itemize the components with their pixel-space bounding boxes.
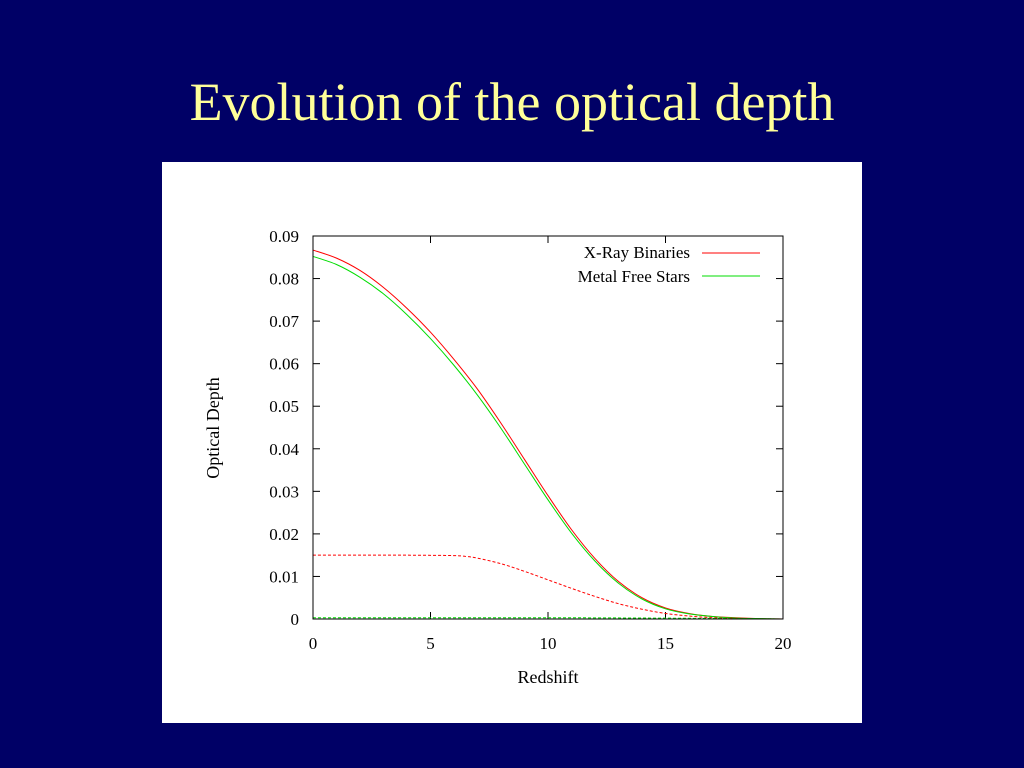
- y-axis-label: Optical Depth: [203, 377, 223, 478]
- y-tick-label: 0.09: [269, 227, 299, 246]
- y-tick-label: 0.08: [269, 270, 299, 289]
- x-tick-label: 0: [309, 634, 318, 653]
- y-tick-label: 0.01: [269, 567, 299, 586]
- legend: X-Ray Binaries Metal Free Stars: [578, 243, 760, 286]
- chart-figure: 0 5 10 15 20 0 0.01 0.02 0.03 0.04 0.05 0.06 0.07 0.0…: [162, 162, 862, 723]
- y-tick-label: 0.04: [269, 440, 299, 459]
- y-tick-label: 0.02: [269, 525, 299, 544]
- x-tick-label: 10: [540, 634, 557, 653]
- y-tick-label: 0.05: [269, 397, 299, 416]
- ticks-layer: 0 5 10 15 20 0 0.01 0.02 0.03 0.04 0.05 0.06 0.07 0.0…: [269, 227, 791, 653]
- y-tick-label: 0: [291, 610, 300, 629]
- series-line-x-ray-binaries-dashed: [313, 554, 784, 620]
- legend-label-metal-free-stars: Metal Free Stars: [578, 267, 690, 286]
- x-tick-label: 20: [775, 634, 792, 653]
- x-tick-label: 15: [657, 634, 674, 653]
- series-line-metal-free-stars: [312, 255, 784, 620]
- slide-title: Evolution of the optical depth: [189, 72, 835, 132]
- y-tick-label: 0.03: [269, 482, 299, 501]
- plot-frame: [312, 235, 784, 620]
- x-axis-label: Redshift: [518, 667, 579, 687]
- optical-depth-chart: 0 5 10 15 20 0 0.01 0.02 0.03 0.04 0.05 0.06 0.07 0.0…: [203, 227, 792, 687]
- y-tick-label: 0.06: [269, 355, 299, 374]
- x-tick-label: 5: [426, 634, 435, 653]
- y-tick-label: 0.07: [269, 312, 299, 331]
- series-layer: [312, 249, 784, 620]
- series-line-x-ray-binaries: [312, 249, 784, 620]
- legend-label-x-ray-binaries: X-Ray Binaries: [584, 243, 690, 262]
